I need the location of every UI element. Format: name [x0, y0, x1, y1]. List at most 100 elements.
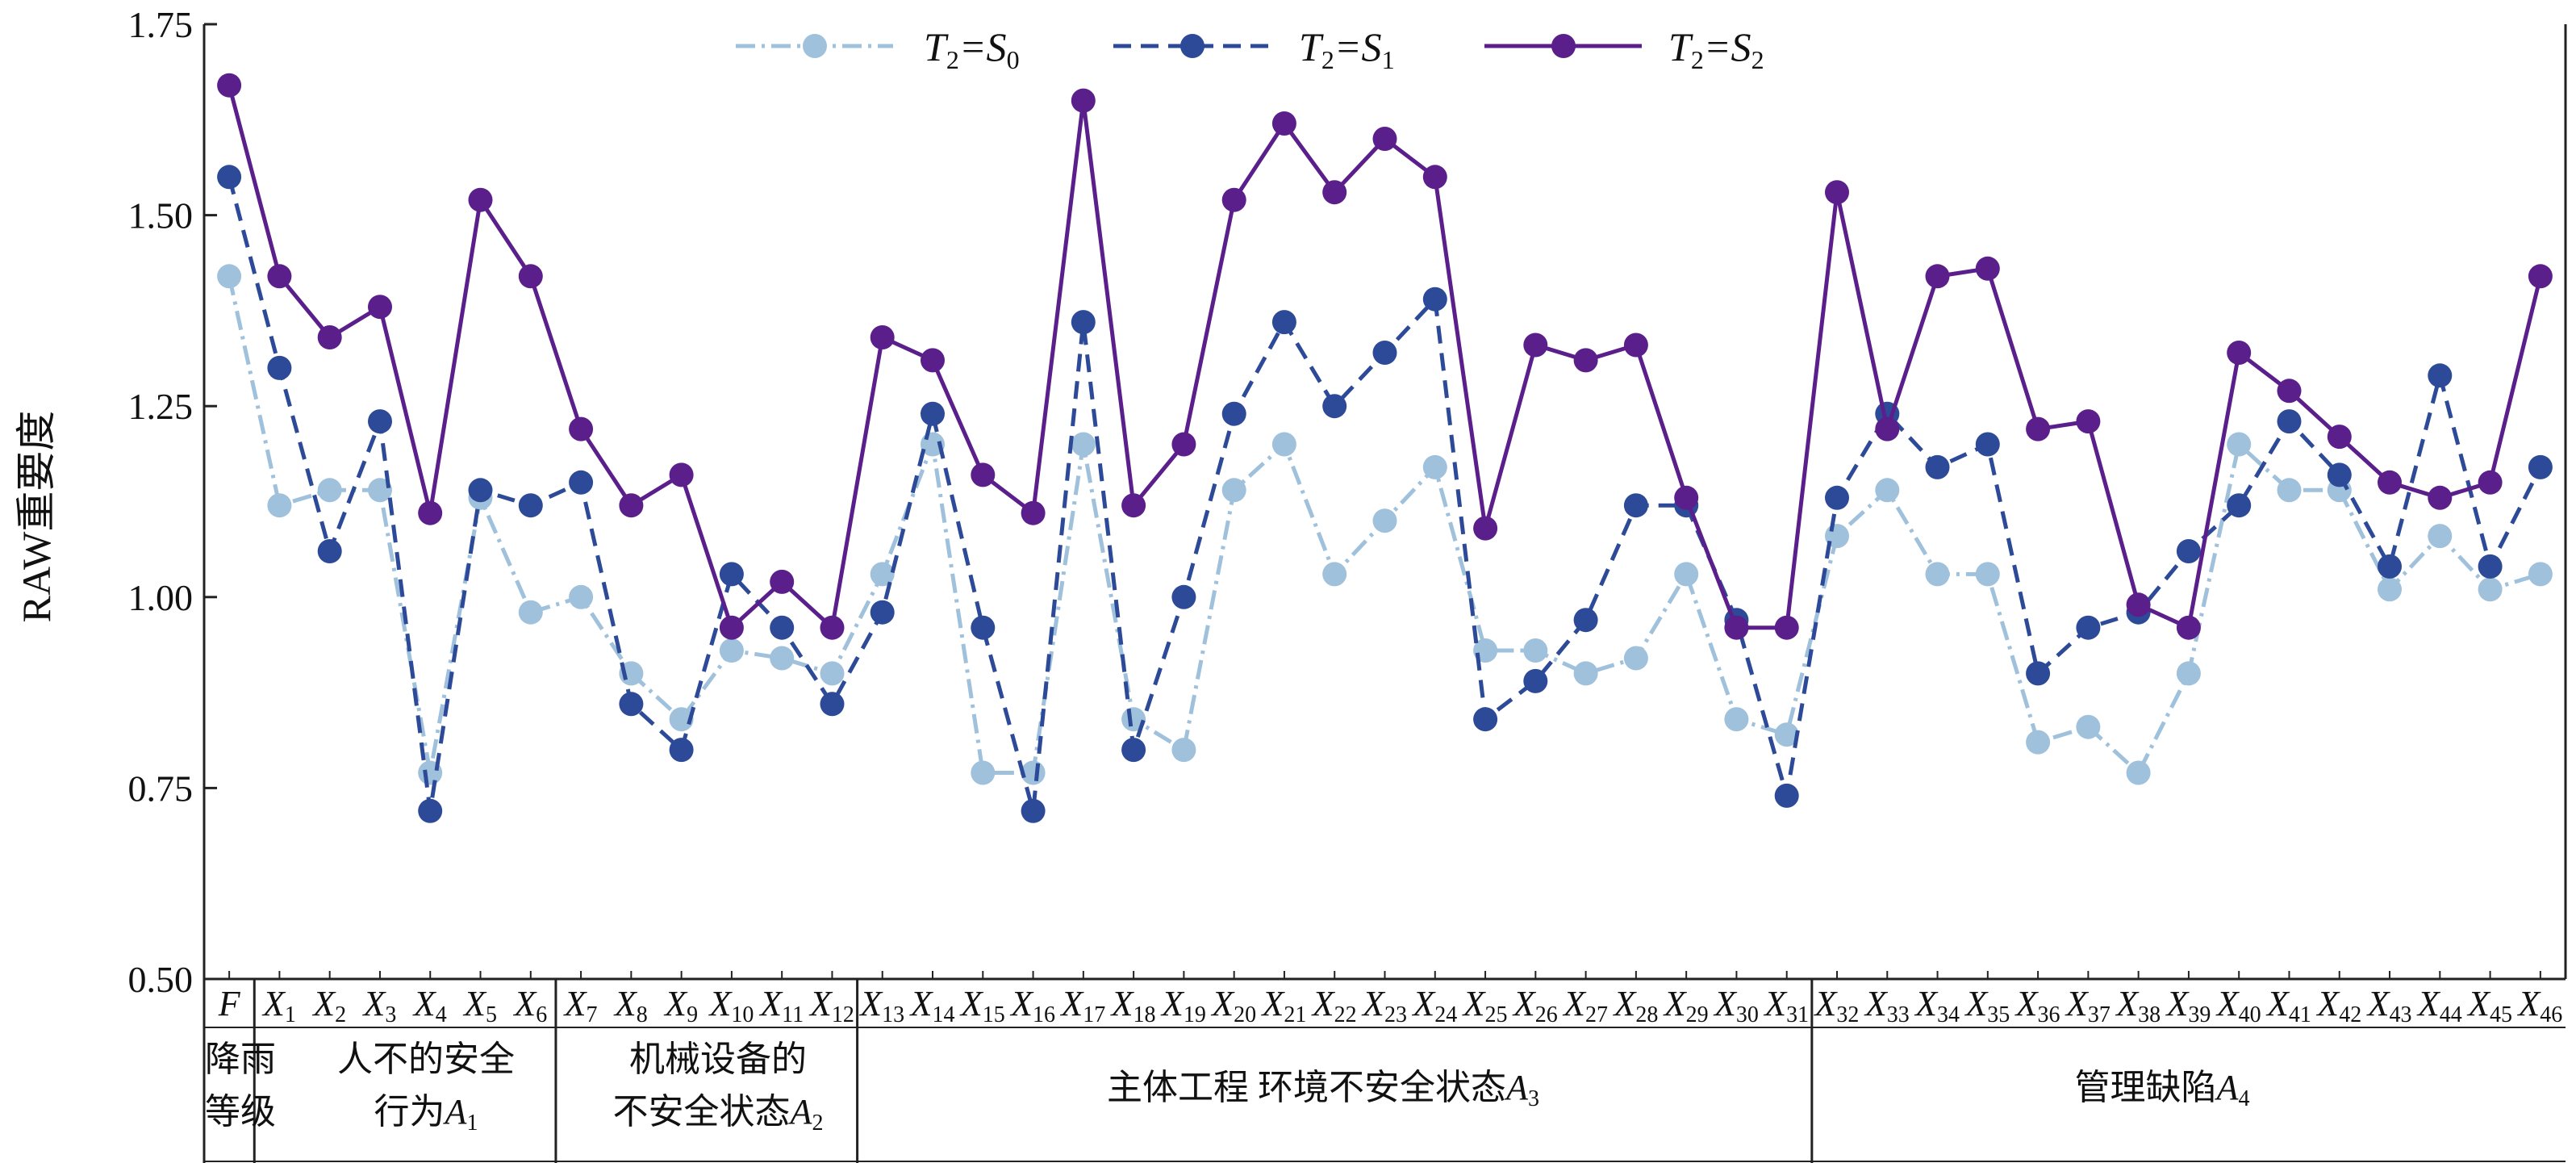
data-point: [1422, 287, 1447, 312]
x-tick-label: X39: [2165, 984, 2211, 1027]
data-point: [669, 462, 694, 487]
data-point: [317, 539, 342, 563]
data-point: [569, 584, 594, 609]
data-point: [719, 615, 744, 640]
group-label-a2-line1: 机械设备的: [629, 1040, 807, 1079]
data-point: [1422, 165, 1447, 190]
data-point: [267, 264, 292, 289]
x-tick-label: X22: [1311, 984, 1357, 1027]
svg-text:T2=S2: T2=S2: [1668, 24, 1764, 74]
data-point: [317, 478, 342, 503]
data-point: [2176, 539, 2201, 563]
x-tick-label: X10: [708, 984, 754, 1027]
x-tick-label: X28: [1612, 984, 1658, 1027]
data-point: [2277, 478, 2302, 503]
data-point: [1121, 493, 1146, 518]
data-point: [2026, 416, 2051, 441]
data-point: [1372, 508, 1397, 533]
data-point: [1975, 562, 2000, 587]
data-point: [1121, 738, 1146, 763]
series-2: [217, 73, 2553, 640]
data-point: [2227, 493, 2252, 518]
data-point: [2227, 341, 2252, 365]
data-point: [719, 638, 744, 663]
x-tick-label: X31: [1763, 984, 1809, 1027]
group-label-a3: 主体工程 环境不安全状态A3: [1107, 1068, 1539, 1111]
group-labels: 降雨 等级 人不的安全 行为A1 机械设备的 不安全状态A2 主体工程 环境不安…: [205, 1040, 2249, 1136]
data-point: [2428, 524, 2453, 549]
data-point: [1071, 432, 1096, 457]
data-point: [1171, 432, 1196, 457]
data-point: [2327, 425, 2352, 450]
y-tick-label: 1.25: [128, 386, 194, 427]
data-point: [1774, 722, 1799, 747]
data-point: [2478, 554, 2503, 579]
data-point: [2277, 379, 2302, 404]
x-tick-label: X42: [2315, 984, 2361, 1027]
x-tick-label: X36: [2014, 984, 2060, 1027]
x-tick-label: X30: [1713, 984, 1759, 1027]
data-point: [2378, 554, 2402, 579]
x-tick-label: X29: [1663, 984, 1709, 1027]
data-point: [619, 692, 644, 717]
series-1: [217, 165, 2553, 823]
data-point: [1322, 394, 1347, 419]
x-tick-label: X26: [1512, 984, 1558, 1027]
data-point: [1724, 615, 1749, 640]
data-point: [1875, 416, 1900, 441]
x-tick-label: X41: [2265, 984, 2311, 1027]
data-point: [2528, 454, 2553, 479]
data-point: [1171, 738, 1196, 763]
data-point: [971, 615, 996, 640]
data-point: [468, 187, 493, 212]
data-point: [1975, 432, 2000, 457]
data-point: [1925, 562, 1950, 587]
data-point: [518, 600, 543, 625]
data-point: [468, 478, 493, 503]
data-point: [921, 401, 945, 426]
data-point: [1724, 707, 1749, 732]
series-0: [217, 264, 2553, 785]
y-axis-label: RAW重要度: [14, 411, 59, 623]
data-point: [1825, 485, 1849, 510]
data-point: [1221, 478, 1246, 503]
data-point: [820, 661, 845, 686]
y-tick-label: 0.75: [128, 768, 194, 809]
group-label-a4: 管理缺陷A4: [2075, 1068, 2250, 1111]
legend: T2=S0 T2=S1 T2=S2: [736, 24, 1764, 74]
x-tick-label: X19: [1160, 984, 1206, 1027]
x-tick-label: X24: [1411, 984, 1457, 1027]
data-point: [418, 798, 443, 823]
data-point: [1322, 562, 1347, 587]
data-point: [2277, 409, 2302, 434]
x-tick-label: X45: [2466, 984, 2512, 1027]
data-point: [2126, 592, 2151, 617]
data-point: [2528, 264, 2553, 289]
x-tick-label: X6: [512, 984, 547, 1027]
data-point: [2026, 661, 2051, 686]
x-tick-label: X15: [959, 984, 1005, 1027]
data-point: [1523, 668, 1548, 693]
data-point: [1271, 310, 1296, 335]
x-tick-label: X40: [2215, 984, 2261, 1027]
group-label-rain-line1: 降雨: [205, 1040, 276, 1079]
data-point: [2327, 462, 2352, 487]
data-point: [770, 615, 795, 640]
data-point: [518, 264, 543, 289]
data-point: [2528, 562, 2553, 587]
data-point: [1573, 348, 1598, 373]
data-point: [971, 760, 996, 785]
x-tick-label: X43: [2366, 984, 2412, 1027]
data-point: [1021, 500, 1046, 525]
data-point: [2076, 714, 2101, 739]
data-point: [368, 295, 392, 320]
group-label-a1-line2: 行为A1: [374, 1092, 478, 1136]
data-point: [1825, 180, 1849, 205]
data-point: [1372, 127, 1397, 151]
x-tick-label: X33: [1864, 984, 1910, 1027]
data-point: [2378, 577, 2402, 602]
x-tick-label: X27: [1562, 984, 1608, 1027]
svg-text:T2=S1: T2=S1: [1299, 24, 1395, 74]
data-point: [2176, 661, 2201, 686]
data-point: [569, 416, 594, 441]
